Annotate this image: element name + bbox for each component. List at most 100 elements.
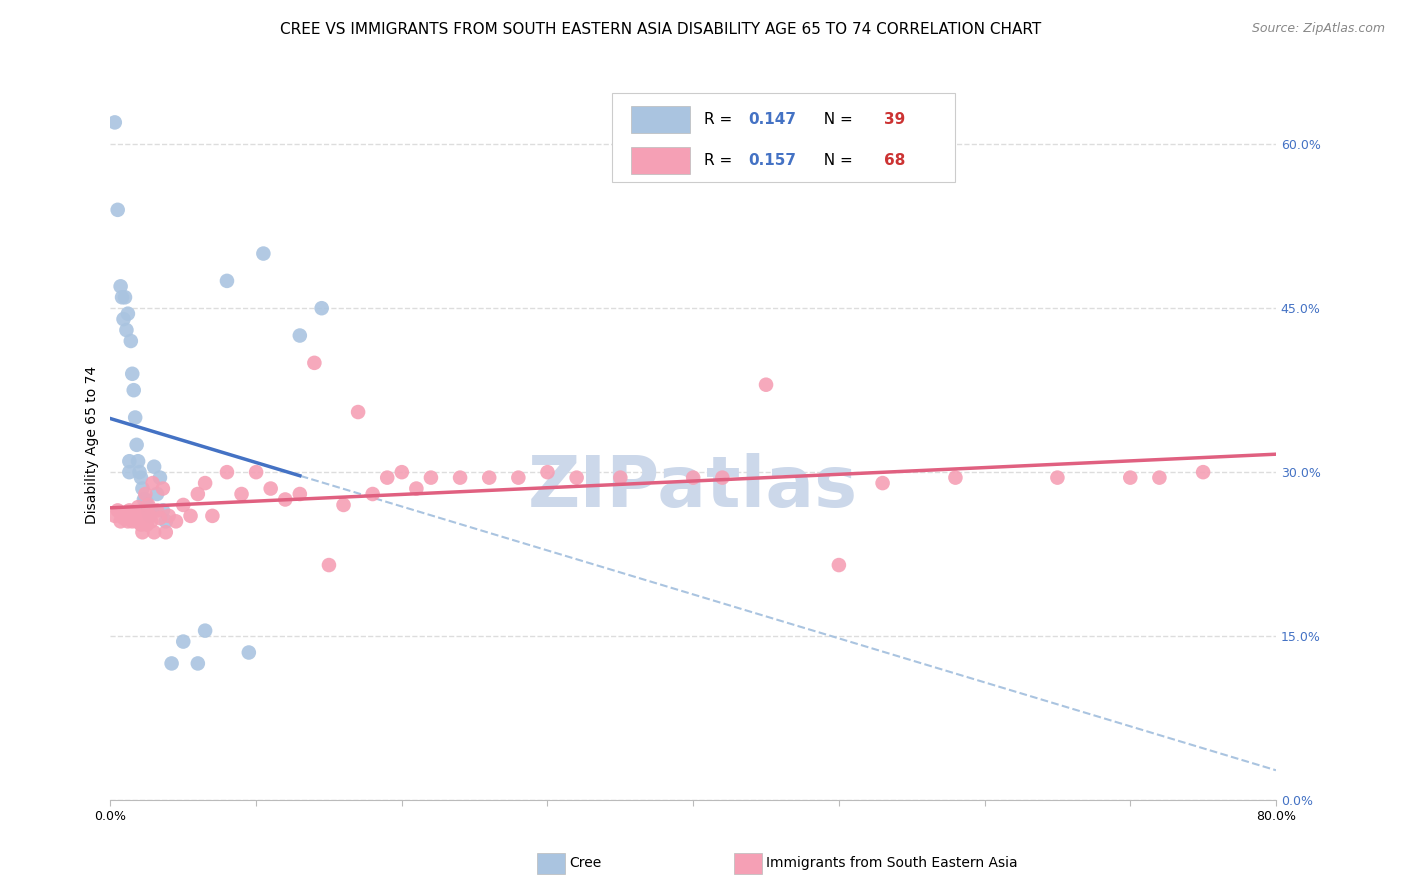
Point: [143, 459, 166, 474]
Text: Source: ZipAtlas.com: Source: ZipAtlas.com: [1251, 22, 1385, 36]
Point: [252, 246, 274, 260]
Point: [135, 517, 157, 532]
Text: N =: N =: [814, 112, 858, 127]
Point: [136, 503, 159, 517]
Point: [1192, 465, 1215, 479]
Point: [165, 514, 187, 528]
Point: [111, 508, 134, 523]
Point: [111, 290, 134, 304]
Text: 0.147: 0.147: [748, 112, 796, 127]
Point: [121, 367, 143, 381]
Point: [311, 301, 333, 316]
Point: [117, 307, 139, 321]
Point: [114, 290, 136, 304]
Point: [536, 465, 558, 479]
Point: [141, 514, 163, 528]
Point: [129, 470, 152, 484]
Point: [129, 517, 152, 532]
Point: [135, 498, 157, 512]
Point: [304, 356, 326, 370]
Point: [141, 503, 163, 517]
Point: [152, 503, 174, 517]
Text: Immigrants from South Eastern Asia: Immigrants from South Eastern Asia: [766, 856, 1018, 871]
Point: [132, 492, 155, 507]
Point: [155, 525, 177, 540]
Text: N =: N =: [814, 153, 858, 168]
Point: [107, 503, 129, 517]
Point: [682, 470, 704, 484]
Point: [142, 476, 165, 491]
Point: [110, 514, 132, 528]
Point: [288, 328, 311, 343]
Point: [391, 465, 413, 479]
Point: [149, 470, 172, 484]
Point: [405, 482, 427, 496]
Point: [187, 487, 209, 501]
Point: [122, 383, 145, 397]
Point: [565, 470, 588, 484]
Point: [124, 410, 146, 425]
Point: [120, 508, 142, 523]
Point: [112, 312, 135, 326]
Point: [146, 503, 169, 517]
Point: [125, 438, 148, 452]
Point: [201, 508, 224, 523]
FancyBboxPatch shape: [612, 93, 956, 182]
Point: [332, 498, 354, 512]
Point: [187, 657, 209, 671]
Point: [152, 482, 174, 496]
Point: [449, 470, 471, 484]
Point: [132, 508, 155, 523]
Text: R =: R =: [703, 153, 737, 168]
Point: [1119, 470, 1142, 484]
Point: [231, 487, 253, 501]
Point: [318, 558, 340, 572]
Text: 39: 39: [884, 112, 905, 127]
Point: [172, 498, 194, 512]
Point: [274, 492, 297, 507]
Text: CREE VS IMMIGRANTS FROM SOUTH EASTERN ASIA DISABILITY AGE 65 TO 74 CORRELATION C: CREE VS IMMIGRANTS FROM SOUTH EASTERN AS…: [280, 22, 1042, 37]
Point: [260, 482, 283, 496]
Point: [288, 487, 311, 501]
Point: [872, 476, 894, 491]
Point: [107, 202, 129, 217]
Point: [118, 465, 141, 479]
Text: 68: 68: [884, 153, 905, 168]
Point: [120, 334, 142, 348]
Y-axis label: Disability Age 65 to 74: Disability Age 65 to 74: [86, 366, 100, 524]
Point: [139, 508, 162, 523]
Point: [104, 508, 127, 523]
Point: [127, 454, 149, 468]
Point: [146, 487, 169, 501]
Point: [143, 525, 166, 540]
Point: [115, 323, 138, 337]
Point: [118, 454, 141, 468]
Point: [245, 465, 267, 479]
Point: [194, 476, 217, 491]
Point: [157, 508, 180, 523]
Point: [419, 470, 441, 484]
Text: Cree: Cree: [569, 856, 602, 871]
Bar: [631, 106, 690, 133]
Point: [508, 470, 530, 484]
Point: [128, 511, 150, 525]
Point: [215, 274, 238, 288]
Point: [155, 514, 177, 528]
Bar: [631, 147, 690, 174]
Point: [136, 498, 159, 512]
Point: [131, 482, 153, 496]
Point: [125, 514, 148, 528]
Point: [1046, 470, 1069, 484]
Point: [117, 514, 139, 528]
Point: [134, 487, 156, 501]
Point: [375, 470, 398, 484]
Point: [711, 470, 734, 484]
Point: [755, 377, 778, 392]
Point: [112, 511, 135, 525]
Point: [238, 646, 260, 660]
Point: [361, 487, 384, 501]
Text: 0.157: 0.157: [748, 153, 796, 168]
Point: [121, 514, 143, 528]
Point: [118, 503, 141, 517]
Point: [172, 634, 194, 648]
